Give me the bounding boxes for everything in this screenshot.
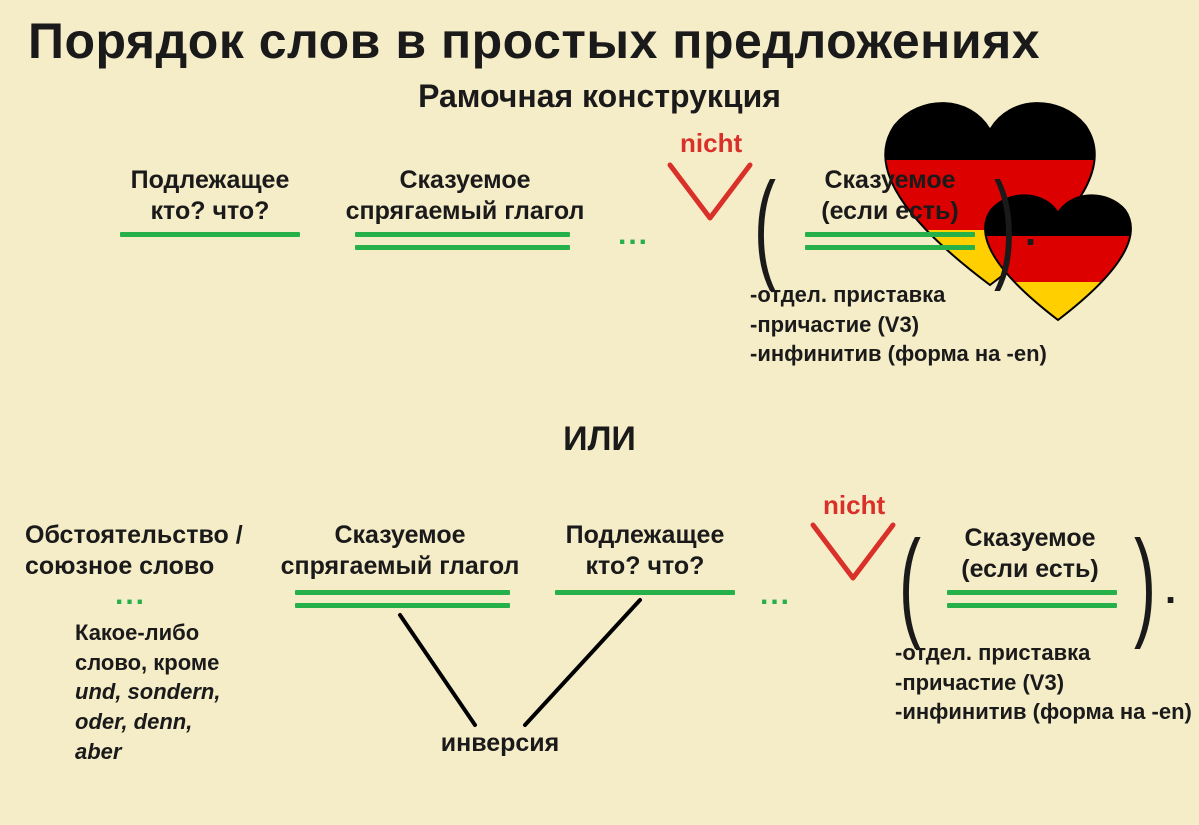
row2-pred2-line2: (если есть) [930,554,1130,585]
subtitle: Рамочная конструкция [0,78,1199,115]
row2-nicht: nicht [823,490,885,521]
row1-pred2-underline2 [805,245,975,250]
row2-subject-underline [555,590,735,595]
row1-pred2-line2: (если есть) [790,196,990,227]
row2-rparen: ) [1134,523,1156,643]
row1-verb-underline2 [355,245,570,250]
row2-verb: Сказуемое спрягаемый глагол [270,520,530,583]
row2-verb-line2: спрягаемый глагол [270,551,530,582]
row1-nicht: nicht [680,128,742,159]
row2-sidenote-l3: und, sondern, [75,677,220,707]
row1-note-2: -инфинитив (форма на -en) [750,339,1047,369]
row2-verb-underline1 [295,590,510,595]
row2-pred2-underline1 [947,590,1117,595]
row2-inversion: инверсия [400,728,600,759]
row2-note-2: -инфинитив (форма на -en) [895,697,1192,727]
row1-subject-line1: Подлежащее [110,165,310,196]
row2-subject-line2: кто? что? [545,551,745,582]
row2-sidenote-l5: aber [75,737,220,767]
row1-verb-line1: Сказуемое [330,165,600,196]
row2-sidenote-l1: Какое-либо [75,618,220,648]
row2-note-1: -причастие (V3) [895,668,1192,698]
row2-adverbial-dots: ... [115,578,146,612]
row2-pred2: Сказуемое (если есть) [930,523,1130,586]
row1-period: . [1025,210,1036,255]
row1-subject-underline [120,232,300,237]
row2-pred2-line1: Сказуемое [930,523,1130,554]
row1-note-1: -причастие (V3) [750,310,1047,340]
row1-subject-line2: кто? что? [110,196,310,227]
row2-lparen: ( [899,523,921,643]
row2-verb-underline2 [295,603,510,608]
row2-adverbial-line1: Обстоятельство / [25,520,285,551]
row1-dots: ... [618,218,649,252]
row1-pred2-line1: Сказуемое [790,165,990,196]
or-label: ИЛИ [0,420,1199,459]
row2-dots: ... [760,578,791,612]
row1-subject: Подлежащее кто? что? [110,165,310,228]
row2-notes: -отдел. приставка -причастие (V3) -инфин… [895,638,1192,727]
row1-verb-line2: спрягаемый глагол [330,196,600,227]
page-title: Порядок слов в простых предложениях [0,0,1199,70]
row2-pred2-underline2 [947,603,1117,608]
row1-lparen: ( [754,165,776,285]
row2-note-0: -отдел. приставка [895,638,1192,668]
row2-verb-line1: Сказуемое [270,520,530,551]
row2-subject-line1: Подлежащее [545,520,745,551]
row1-verb: Сказуемое спрягаемый глагол [330,165,600,228]
row1-pred2-underline1 [805,232,975,237]
row1-notes: -отдел. приставка -причастие (V3) -инфин… [750,280,1047,369]
row1-verb-underline1 [355,232,570,237]
row2-subject: Подлежащее кто? что? [545,520,745,583]
row2-sidenote-l2: слово, кроме [75,648,220,678]
row2-sidenote: Какое-либо слово, кроме und, sondern, od… [75,618,220,766]
row2-adverbial: Обстоятельство / союзное слово [25,520,285,583]
row1-note-0: -отдел. приставка [750,280,1047,310]
row1-pred2: Сказуемое (если есть) [790,165,990,228]
row2-period: . [1165,568,1176,613]
row2-sidenote-l4: oder, denn, [75,707,220,737]
row1-rparen: ) [994,165,1016,285]
row2-adverbial-line2: союзное слово [25,551,285,582]
